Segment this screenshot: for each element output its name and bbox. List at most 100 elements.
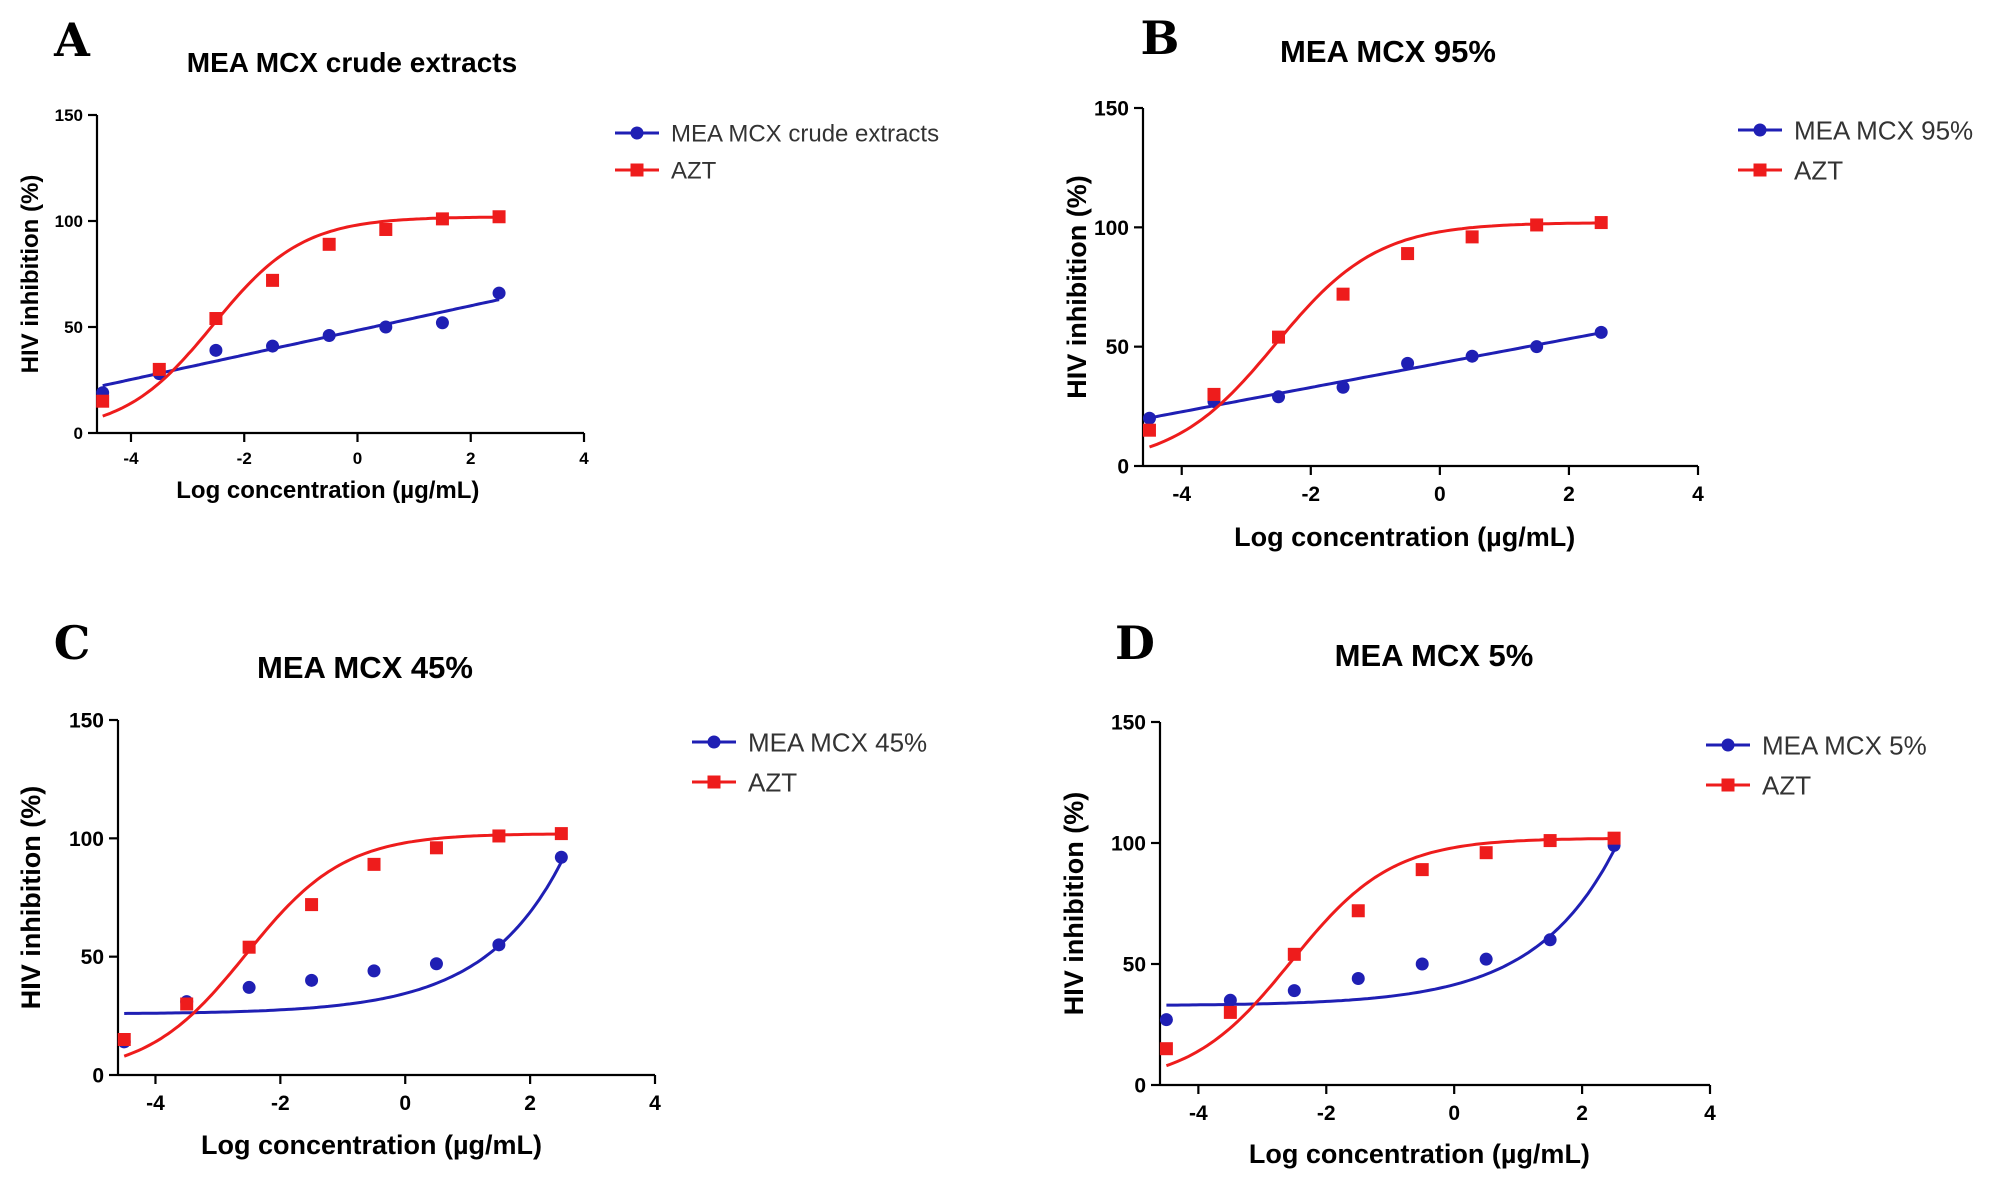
x-tick-label: 4 bbox=[1692, 483, 1704, 506]
data-point bbox=[209, 343, 223, 357]
x-tick-label: 0 bbox=[399, 1092, 411, 1115]
series-azt bbox=[1159, 831, 1621, 1068]
y-tick-label: 0 bbox=[1117, 456, 1129, 479]
data-point bbox=[1223, 1005, 1237, 1019]
data-point bbox=[266, 273, 280, 287]
data-point bbox=[1401, 356, 1415, 370]
data-point bbox=[435, 212, 449, 226]
legend-marker bbox=[1753, 123, 1767, 137]
data-point bbox=[435, 316, 449, 330]
y-tick-label: 50 bbox=[81, 946, 104, 969]
data-point bbox=[266, 339, 280, 353]
data-point bbox=[1607, 831, 1621, 845]
series-sample bbox=[96, 286, 506, 400]
series-sample bbox=[117, 850, 568, 1049]
x-tick-label: -2 bbox=[237, 449, 252, 468]
data-point bbox=[305, 973, 319, 987]
data-point bbox=[1207, 387, 1221, 401]
panel-a: A MEA MCX crude extracts -4 -2 0 2 4 0 50 100 150 L… bbox=[17, 13, 939, 504]
x-tick-label: 0 bbox=[353, 449, 362, 468]
panel-letter: C bbox=[54, 616, 91, 670]
data-point bbox=[1223, 993, 1237, 1007]
x-axis-label: Log concentration (µg/mL) bbox=[176, 477, 479, 504]
y-tick-label: 150 bbox=[69, 710, 104, 733]
data-point bbox=[429, 957, 443, 971]
y-tick-label: 100 bbox=[55, 212, 83, 231]
data-point bbox=[367, 964, 381, 978]
data-point bbox=[96, 394, 110, 408]
legend-marker bbox=[1721, 738, 1735, 752]
data-point bbox=[1415, 957, 1429, 971]
fit-curve bbox=[123, 832, 562, 1058]
x-tick-label: 2 bbox=[1576, 1102, 1588, 1125]
data-point bbox=[1479, 846, 1493, 860]
y-axis-label: HIV inhibition (%) bbox=[1059, 792, 1089, 1015]
legend-entry: AZT bbox=[615, 158, 717, 185]
fit-curve bbox=[1165, 837, 1615, 1068]
y-tick-label: 150 bbox=[55, 106, 83, 125]
series-sample bbox=[1159, 838, 1621, 1027]
y-tick-label: 150 bbox=[1111, 712, 1146, 735]
x-tick-label: -2 bbox=[1317, 1102, 1336, 1125]
legend-label: MEA MCX 45% bbox=[748, 727, 927, 757]
fit-curve bbox=[1149, 331, 1602, 420]
data-point bbox=[1351, 972, 1365, 986]
legend-entry: AZT bbox=[692, 767, 797, 797]
y-tick-label: 0 bbox=[1134, 1075, 1146, 1098]
legend-marker bbox=[630, 163, 644, 177]
x-tick-label: 4 bbox=[649, 1092, 661, 1115]
data-point bbox=[1159, 1013, 1173, 1027]
data-point bbox=[492, 286, 506, 300]
x-tick-label: -4 bbox=[1172, 483, 1191, 506]
x-tick-label: -2 bbox=[271, 1092, 290, 1115]
data-point bbox=[1159, 1042, 1173, 1056]
chart-title: MEA MCX crude extracts bbox=[187, 47, 517, 78]
x-tick-label: 2 bbox=[524, 1092, 536, 1115]
data-point bbox=[1543, 933, 1557, 947]
data-point bbox=[492, 210, 506, 224]
legend-entry: MEA MCX 45% bbox=[692, 727, 927, 757]
data-point bbox=[1351, 904, 1365, 918]
x-tick-label: 0 bbox=[1448, 1102, 1460, 1125]
panel-letter: D bbox=[1115, 616, 1155, 670]
x-tick-label: 2 bbox=[1563, 483, 1575, 506]
data-point bbox=[1479, 952, 1493, 966]
data-point bbox=[554, 850, 568, 864]
x-tick-label: 4 bbox=[579, 449, 589, 468]
legend-marker bbox=[1753, 163, 1767, 177]
data-point bbox=[1594, 325, 1608, 339]
legend-label: MEA MCX crude extracts bbox=[671, 121, 939, 148]
data-point bbox=[242, 940, 256, 954]
legend-label: AZT bbox=[748, 767, 797, 797]
x-axis-label: Log concentration (µg/mL) bbox=[201, 1130, 542, 1160]
legend-label: AZT bbox=[1762, 770, 1811, 800]
panel-letter: A bbox=[53, 13, 91, 67]
x-tick-label: 0 bbox=[1434, 483, 1446, 506]
data-point bbox=[1530, 218, 1544, 232]
data-point bbox=[152, 362, 166, 376]
x-tick-label: -4 bbox=[146, 1092, 165, 1115]
y-tick-label: 0 bbox=[74, 424, 83, 443]
data-point bbox=[1530, 340, 1544, 354]
x-tick-label: 2 bbox=[466, 449, 475, 468]
series-azt bbox=[117, 827, 568, 1058]
legend-entry: MEA MCX crude extracts bbox=[615, 121, 939, 148]
data-point bbox=[1287, 984, 1301, 998]
panel-d: D MEA MCX 5% -4 -2 0 2 4 0 50 100 150 Log concentra… bbox=[1059, 616, 1927, 1169]
legend-entry: MEA MCX 95% bbox=[1738, 115, 1973, 145]
y-tick-label: 50 bbox=[1123, 954, 1146, 977]
fit-curve bbox=[1166, 849, 1616, 1007]
y-axis-label: HIV inhibition (%) bbox=[1062, 175, 1092, 398]
data-point bbox=[1401, 247, 1415, 261]
y-tick-label: 150 bbox=[1094, 98, 1129, 121]
data-point bbox=[1465, 349, 1479, 363]
series-sample bbox=[1142, 325, 1608, 425]
data-point bbox=[554, 827, 568, 841]
data-point bbox=[242, 980, 256, 994]
panel-b: B MEA MCX 95% -4 -2 0 2 4 0 50 100 150 Log concentr… bbox=[1062, 11, 1973, 552]
data-point bbox=[1415, 863, 1429, 877]
legend-marker bbox=[630, 126, 644, 140]
data-point bbox=[1287, 947, 1301, 961]
data-point bbox=[322, 237, 336, 251]
